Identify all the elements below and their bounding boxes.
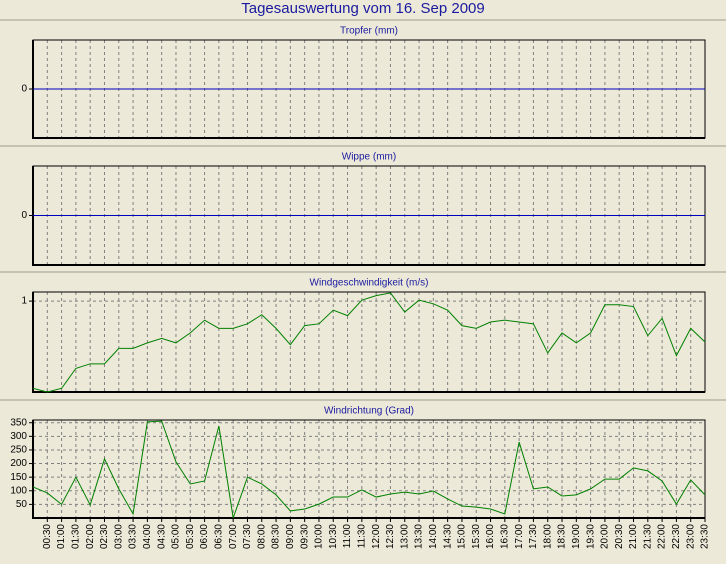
x-tick-label: 02:00 — [85, 524, 96, 549]
chart-title: Wippe (mm) — [342, 152, 396, 163]
chart-title: Tropfer (mm) — [340, 26, 398, 37]
x-tick-label: 16:30 — [499, 524, 510, 549]
x-tick-label: 06:30 — [214, 524, 225, 549]
x-tick-label: 15:00 — [457, 524, 468, 549]
y-tick-label: 350 — [10, 417, 27, 428]
y-tick-label: 250 — [10, 445, 27, 456]
x-tick-label: 17:00 — [514, 524, 525, 549]
x-tick-label: 09:00 — [285, 524, 296, 549]
x-tick-label: 11:30 — [356, 524, 367, 549]
x-tick-label: 13:00 — [399, 524, 410, 549]
x-tick-label: 09:30 — [299, 524, 310, 549]
x-tick-label: 18:30 — [557, 524, 568, 549]
x-tick-label: 03:30 — [128, 524, 139, 549]
x-tick-label: 13:30 — [414, 524, 425, 549]
x-tick-label: 11:00 — [342, 524, 353, 549]
x-tick-label: 07:30 — [242, 524, 253, 549]
y-tick-label: 300 — [10, 431, 27, 442]
x-tick-label: 05:00 — [171, 524, 182, 549]
x-tick-label: 08:30 — [271, 524, 282, 549]
x-tick-label: 02:30 — [99, 524, 110, 549]
x-tick-label: 20:00 — [600, 524, 611, 549]
y-tick-label: 0 — [21, 84, 27, 95]
x-tick-label: 14:00 — [428, 524, 439, 549]
x-tick-label: 03:00 — [113, 524, 124, 549]
x-tick-label: 22:30 — [671, 524, 682, 549]
x-tick-label: 01:30 — [71, 524, 82, 549]
chart-title: Windgeschwindigkeit (m/s) — [310, 278, 429, 289]
x-tick-label: 12:30 — [385, 524, 396, 549]
y-tick-label: 0 — [21, 210, 27, 221]
x-tick-label: 16:00 — [485, 524, 496, 549]
x-tick-label: 10:00 — [314, 524, 325, 549]
y-tick-label: 50 — [16, 499, 28, 510]
x-tick-label: 23:00 — [685, 524, 696, 549]
x-tick-label: 12:00 — [371, 524, 382, 549]
y-tick-label: 150 — [10, 472, 27, 483]
x-tick-label: 04:30 — [156, 524, 167, 549]
x-tick-label: 18:00 — [542, 524, 553, 549]
data-line — [32, 292, 706, 393]
x-tick-label: 10:30 — [328, 524, 339, 549]
x-tick-label: 19:00 — [571, 524, 582, 549]
y-tick-label: 1 — [21, 296, 27, 307]
x-tick-label: 07:00 — [228, 524, 239, 549]
x-tick-label: 17:30 — [528, 524, 539, 549]
x-tick-label: 06:00 — [199, 524, 210, 549]
x-tick-label: 05:30 — [185, 524, 196, 549]
x-tick-label: 21:00 — [628, 524, 639, 549]
x-tick-label: 04:00 — [142, 524, 153, 549]
x-tick-label: 00:30 — [42, 524, 53, 549]
x-tick-label: 20:30 — [614, 524, 625, 549]
x-tick-label: 01:00 — [56, 524, 67, 549]
chart-title: Windrichtung (Grad) — [324, 406, 414, 417]
x-tick-label: 14:30 — [442, 524, 453, 549]
x-tick-label: 15:30 — [471, 524, 482, 549]
y-tick-label: 200 — [10, 458, 27, 469]
x-tick-label: 22:00 — [657, 524, 668, 549]
page-title: Tagesauswertung vom 16. Sep 2009 — [241, 0, 485, 17]
y-tick-label: 100 — [10, 485, 27, 496]
data-line — [32, 420, 706, 519]
x-tick-label: 19:30 — [585, 524, 596, 549]
x-tick-label: 21:30 — [642, 524, 653, 549]
x-tick-label: 23:30 — [700, 524, 711, 549]
x-tick-label: 08:00 — [256, 524, 267, 549]
